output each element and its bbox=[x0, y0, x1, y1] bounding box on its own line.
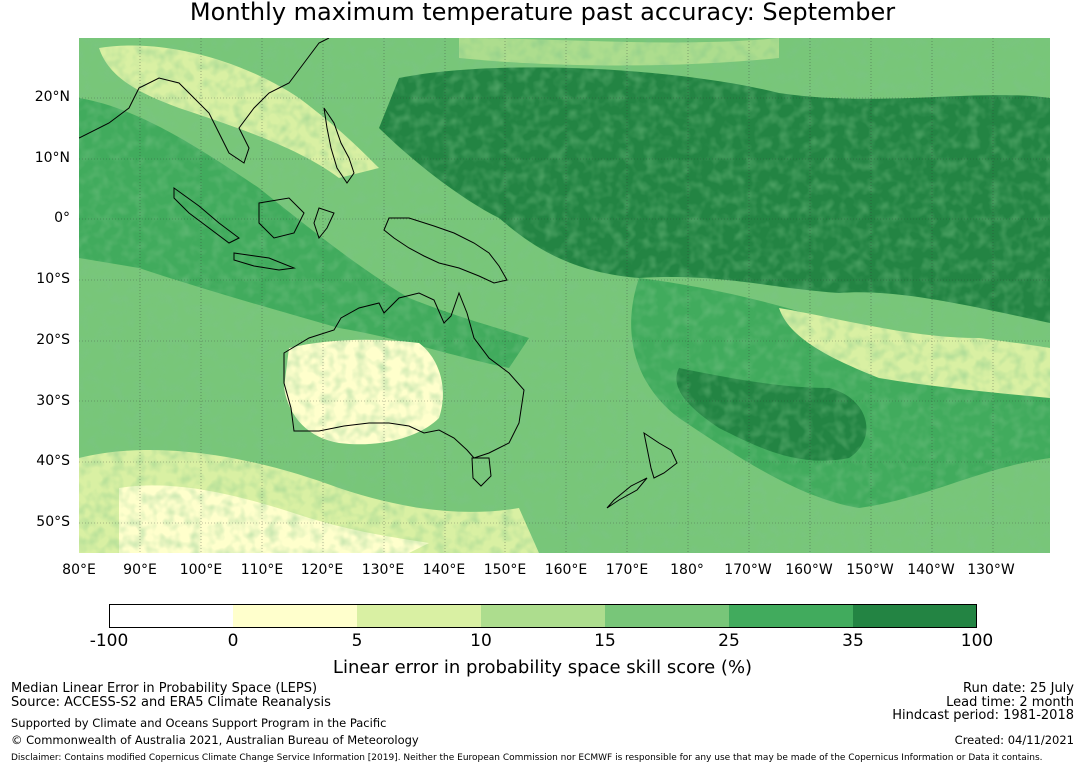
map-title: Monthly maximum temperature past accurac… bbox=[189, 0, 896, 26]
colorbar-tick: 5 bbox=[351, 631, 363, 651]
colorbar-swatch bbox=[481, 604, 605, 628]
lon-label: 150°W bbox=[846, 562, 894, 578]
lon-label: 140°E bbox=[422, 562, 466, 578]
colorbar-tick: 10 bbox=[470, 631, 492, 651]
colorbar-tick: 0 bbox=[227, 631, 239, 651]
lat-label: 30°S bbox=[36, 393, 70, 409]
lon-label: 120°E bbox=[300, 562, 344, 578]
colorbar-swatch bbox=[853, 604, 977, 628]
indonesia-coastline bbox=[173, 187, 335, 271]
lon-label: 130°W bbox=[967, 562, 1015, 578]
colorbar-tick: 100 bbox=[960, 631, 994, 651]
lat-label: 0° bbox=[54, 210, 70, 226]
lon-label: 90°E bbox=[123, 562, 157, 578]
lon-label: 170°E bbox=[605, 562, 649, 578]
philippines-coastline bbox=[323, 107, 355, 184]
asia-coastline bbox=[79, 38, 330, 164]
lat-label: 50°S bbox=[36, 514, 70, 530]
colorbar-tick: 15 bbox=[594, 631, 616, 651]
new-guinea-coastline bbox=[383, 217, 508, 284]
new-zealand-coastline bbox=[606, 431, 678, 509]
lat-label: 40°S bbox=[36, 453, 70, 469]
colorbar-title: Linear error in probability space skill … bbox=[332, 657, 753, 678]
colorbar-swatch bbox=[729, 604, 853, 628]
lat-label: 20°N bbox=[34, 89, 70, 105]
lat-label: 10°S bbox=[36, 271, 70, 287]
lon-label: 170°W bbox=[724, 562, 772, 578]
lon-label: 180° bbox=[670, 562, 704, 578]
lon-label: 140°W bbox=[907, 562, 955, 578]
australia-coastline bbox=[283, 291, 525, 459]
lon-label: 110°E bbox=[240, 562, 284, 578]
colorbar-swatch bbox=[605, 604, 729, 628]
footer-copyright: © Commonwealth of Australia 2021, Austra… bbox=[11, 733, 419, 747]
lon-label: 160°W bbox=[785, 562, 833, 578]
lead-time: Lead time: 2 month bbox=[946, 695, 1074, 710]
skill-map bbox=[79, 38, 1050, 553]
lon-label: 80°E bbox=[62, 562, 96, 578]
run-date: Run date: 25 July bbox=[963, 681, 1074, 696]
colorbar-swatch bbox=[357, 604, 481, 628]
graticule bbox=[79, 38, 1050, 553]
colorbar-tick: -100 bbox=[89, 631, 129, 651]
footer-method: Median Linear Error in Probability Space… bbox=[11, 681, 318, 696]
lat-label: 20°S bbox=[36, 332, 70, 348]
hindcast-period: Hindcast period: 1981-2018 bbox=[892, 708, 1074, 723]
colorbar-tick: 25 bbox=[718, 631, 740, 651]
tasmania-coastline bbox=[471, 457, 492, 487]
colorbar-swatch bbox=[109, 604, 233, 628]
colorbar-tick: 35 bbox=[842, 631, 864, 651]
created-date: Created: 04/11/2021 bbox=[954, 733, 1074, 747]
disclaimer: Disclaimer: Contains modified Copernicus… bbox=[11, 753, 1043, 763]
colorbar-swatch bbox=[233, 604, 357, 628]
lon-label: 130°E bbox=[361, 562, 405, 578]
footer-support: Supported by Climate and Oceans Support … bbox=[11, 716, 387, 730]
lat-label: 10°N bbox=[34, 150, 70, 166]
footer-source: Source: ACCESS-S2 and ERA5 Climate Reana… bbox=[11, 695, 331, 710]
lon-label: 100°E bbox=[179, 562, 223, 578]
lon-label: 160°E bbox=[544, 562, 588, 578]
colorbar bbox=[109, 604, 977, 628]
lon-label: 150°E bbox=[483, 562, 527, 578]
